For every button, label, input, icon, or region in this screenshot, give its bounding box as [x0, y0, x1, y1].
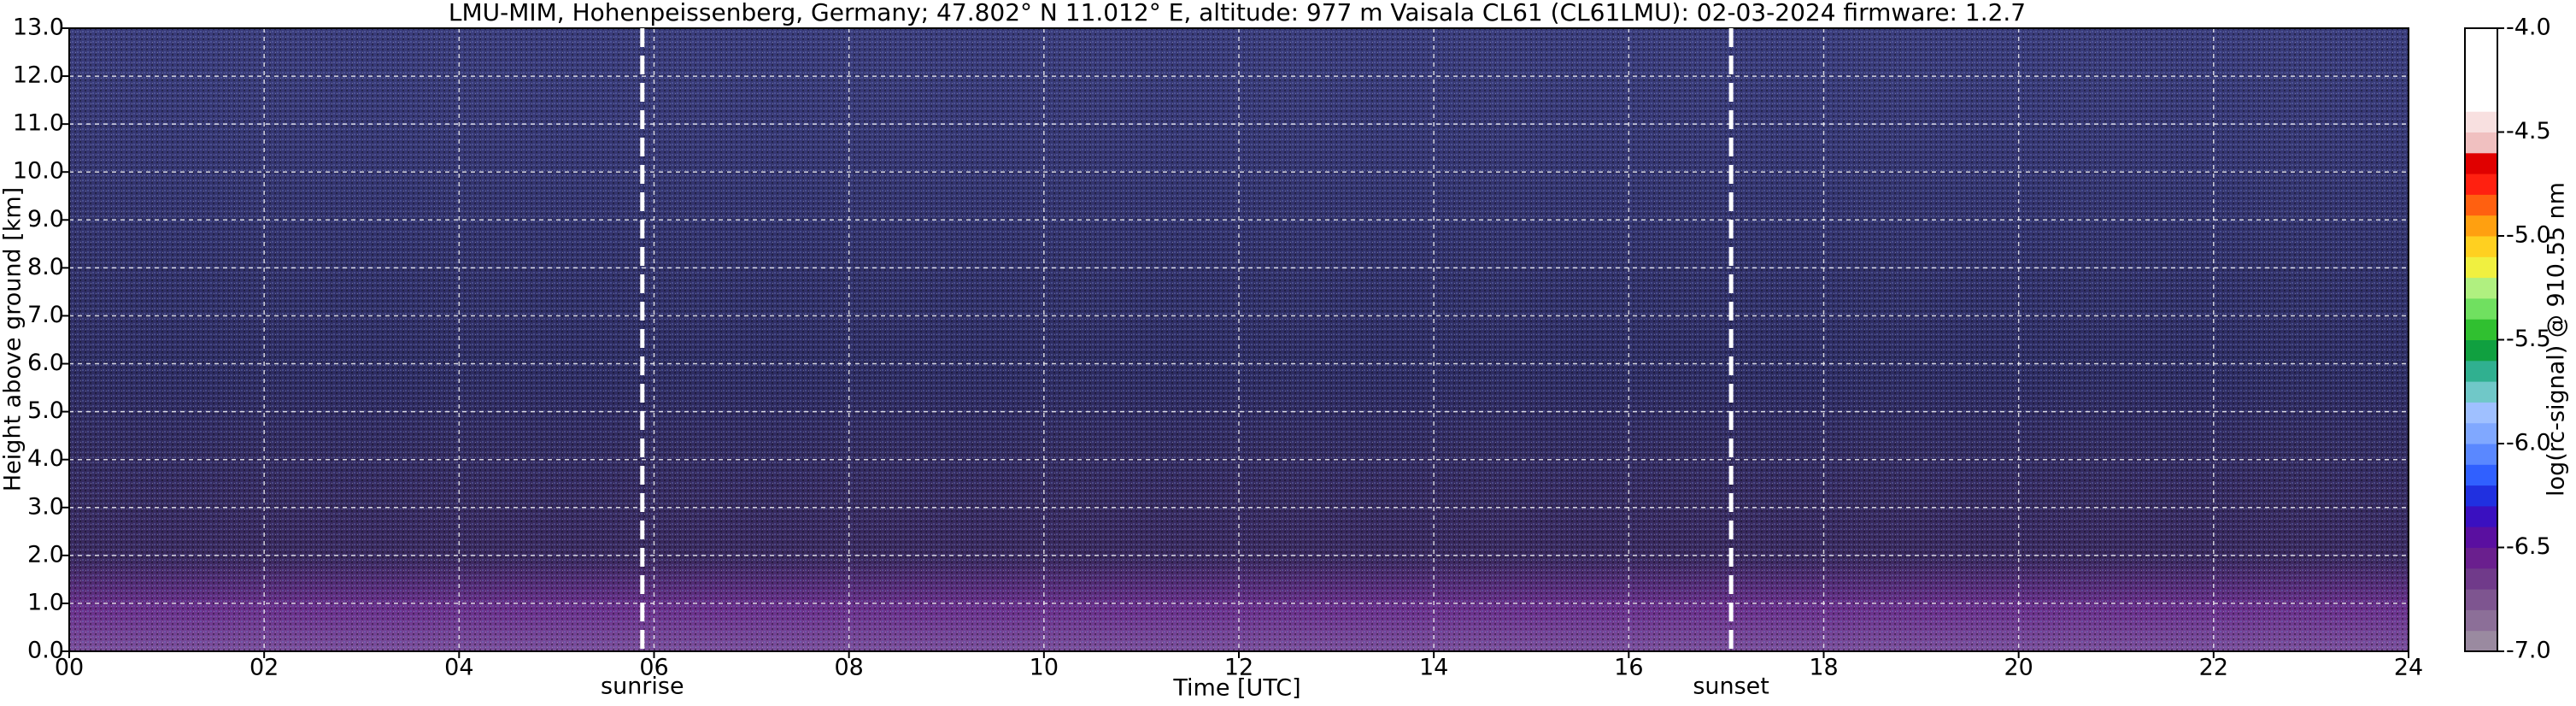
- x-tick-label: 02: [249, 655, 279, 681]
- y-tick-label: 12.0: [13, 62, 64, 89]
- colorbar-segment: [2465, 589, 2497, 610]
- colorbar-segment: [2465, 485, 2497, 507]
- colorbar-segment: [2465, 69, 2497, 91]
- x-tick-label: 22: [2199, 655, 2228, 681]
- x-tick-label: 08: [834, 655, 863, 681]
- y-tick-label: 1.0: [27, 589, 64, 615]
- colorbar-segment: [2465, 90, 2497, 112]
- colorbar-segment: [2465, 277, 2497, 299]
- colorbar-segment: [2465, 547, 2497, 569]
- y-tick-label: 13.0: [13, 15, 64, 41]
- colorbar-segment: [2465, 215, 2497, 237]
- colorbar-segment: [2465, 236, 2497, 257]
- colorbar-segment: [2465, 360, 2497, 382]
- colorbar-segment: [2465, 28, 2497, 50]
- colorbar-label: log(rc-signal) @ 910.55 nm: [2544, 182, 2570, 497]
- colorbar-segment: [2465, 381, 2497, 403]
- y-tick-label: 9.0: [27, 206, 64, 232]
- colorbar-tick-label: -6.0: [2506, 430, 2551, 456]
- colorbar-segment: [2465, 132, 2497, 154]
- x-axis-label: Time [UTC]: [1172, 675, 1300, 702]
- annotation-label: sunset: [1693, 674, 1769, 700]
- colorbar-segment: [2465, 630, 2497, 652]
- y-tick-label: 10.0: [13, 158, 64, 185]
- colorbar-tick-label: -5.5: [2506, 326, 2551, 352]
- x-tick-label: 18: [1809, 655, 1838, 681]
- colorbar-tick-label: -6.5: [2506, 533, 2551, 560]
- y-axis-label: Height above ground [km]: [0, 187, 26, 491]
- y-tick-label: 6.0: [27, 350, 64, 376]
- annotation-label: sunrise: [601, 674, 684, 700]
- x-tick-label: 20: [2004, 655, 2033, 681]
- x-tick-label: 04: [444, 655, 473, 681]
- y-tick-label: 8.0: [27, 254, 64, 280]
- x-tick-label: 06: [639, 655, 668, 681]
- x-tick-label: 16: [1614, 655, 1643, 681]
- colorbar-segment: [2465, 568, 2497, 590]
- y-tick-label: 11.0: [13, 110, 64, 137]
- chart-title: LMU-MIM, Hohenpeissenberg, Germany; 47.8…: [449, 0, 2026, 26]
- colorbar-segment: [2465, 49, 2497, 71]
- colorbar-segment: [2465, 464, 2497, 486]
- x-tick-label: 14: [1419, 655, 1448, 681]
- y-tick-label: 7.0: [27, 302, 64, 328]
- colorbar-segment: [2465, 402, 2497, 424]
- colorbar-segment: [2465, 297, 2497, 320]
- colorbar-segment: [2465, 152, 2497, 174]
- colorbar-tick-label: -4.5: [2506, 118, 2551, 144]
- colorbar-segment: [2465, 444, 2497, 465]
- colorbar-tick-label: -4.0: [2506, 15, 2551, 41]
- colorbar-segment: [2465, 422, 2497, 444]
- colorbar-segment: [2465, 319, 2497, 340]
- colorbar-segment: [2465, 527, 2497, 548]
- colorbar-segment: [2465, 609, 2497, 632]
- colorbar-segment: [2465, 256, 2497, 279]
- colorbar-segment: [2465, 194, 2497, 216]
- y-tick-label: 3.0: [27, 493, 64, 520]
- y-tick-label: 0.0: [27, 638, 64, 664]
- colorbar-segment: [2465, 111, 2497, 132]
- colorbar-segment: [2465, 339, 2497, 362]
- x-tick-label: 10: [1030, 655, 1059, 681]
- x-tick-label: 00: [55, 655, 84, 681]
- y-tick-label: 2.0: [27, 541, 64, 568]
- x-tick-label: 24: [2394, 655, 2423, 681]
- colorbar-segment: [2465, 174, 2497, 195]
- colorbar-tick-label: -7.0: [2506, 638, 2551, 664]
- colorbar-segment: [2465, 505, 2497, 527]
- colorbar-tick-label: -5.0: [2506, 222, 2551, 249]
- y-tick-label: 4.0: [27, 445, 64, 472]
- x-tick-label: 12: [1224, 655, 1253, 681]
- y-tick-label: 5.0: [27, 397, 64, 424]
